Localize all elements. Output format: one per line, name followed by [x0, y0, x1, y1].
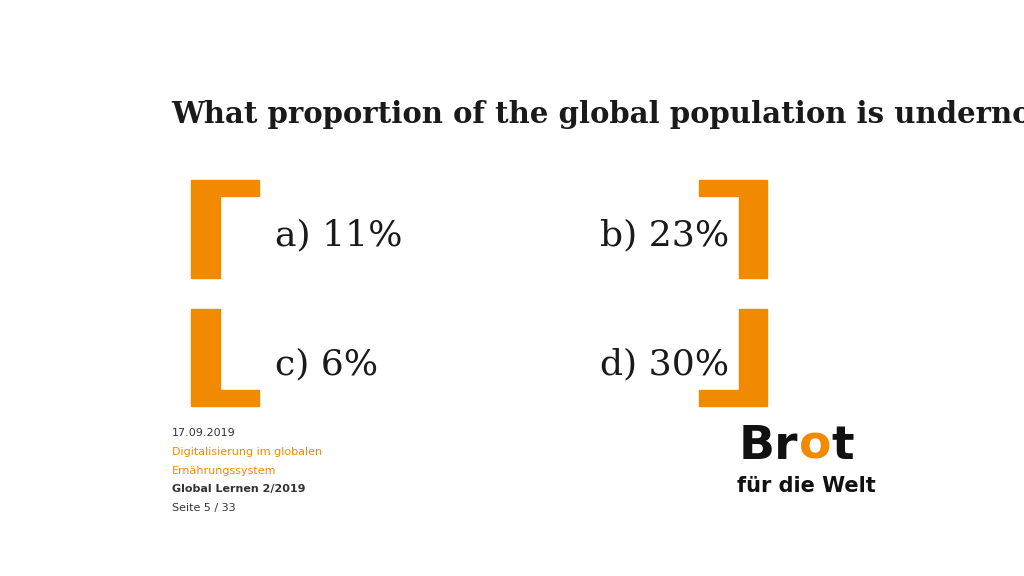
- Polygon shape: [699, 309, 767, 406]
- Text: t: t: [830, 423, 854, 469]
- Text: c) 6%: c) 6%: [274, 347, 378, 381]
- Polygon shape: [191, 309, 259, 406]
- Text: b) 23%: b) 23%: [600, 218, 729, 252]
- Text: Digitalisierung im globalen: Digitalisierung im globalen: [172, 447, 322, 457]
- Text: d) 30%: d) 30%: [600, 347, 729, 381]
- Text: a) 11%: a) 11%: [274, 218, 402, 252]
- Text: What proportion of the global population is undernourished?: What proportion of the global population…: [172, 100, 1024, 129]
- Polygon shape: [699, 180, 767, 278]
- Polygon shape: [191, 180, 259, 278]
- Text: Ernährungssystem: Ernährungssystem: [172, 465, 276, 476]
- Text: Br: Br: [739, 423, 799, 469]
- Text: für die Welt: für die Welt: [737, 476, 876, 496]
- Text: o: o: [799, 423, 830, 469]
- Text: 17.09.2019: 17.09.2019: [172, 429, 236, 438]
- Text: Global Lernen 2/2019: Global Lernen 2/2019: [172, 484, 305, 494]
- Text: Seite 5 / 33: Seite 5 / 33: [172, 503, 236, 513]
